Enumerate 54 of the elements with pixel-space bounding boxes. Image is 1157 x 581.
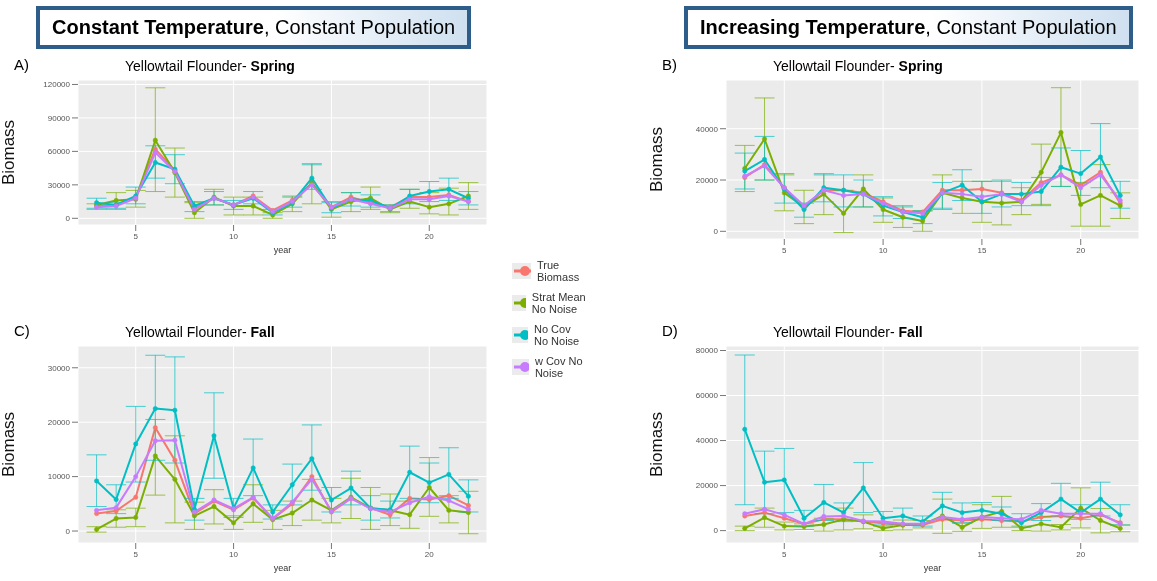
y-tick-label: 40000 <box>695 124 719 134</box>
text: Constant Temperature, Constant Population <box>36 6 472 49</box>
y-tick-label: 10000 <box>47 472 71 482</box>
text: Increasing Temperature, Constant Population <box>684 6 1133 49</box>
x-tick-label: 20 <box>424 231 435 241</box>
x-tick-label: 10 <box>229 231 239 241</box>
chart-title: Yellowtail Flounder- Spring <box>125 58 295 74</box>
legend-label: True Biomass <box>536 259 581 283</box>
y-tick-label: 0 <box>65 526 71 536</box>
x-tick-label: 20 <box>1076 549 1086 559</box>
text: C) <box>14 322 30 339</box>
legend-label: No Cov No Noise <box>533 323 581 347</box>
y-tick-label: 20000 <box>695 481 719 491</box>
text: B) <box>662 56 677 73</box>
y-tick-label: 30000 <box>47 180 71 190</box>
chart-title: Yellowtail Flounder- Fall <box>773 324 923 340</box>
legend-label: w Cov No Noise <box>534 355 584 379</box>
chart-title: Yellowtail Flounder- Spring <box>773 58 943 74</box>
y-tick-label: 20000 <box>47 418 71 428</box>
y-tick-label: 0 <box>713 227 719 237</box>
y-axis-title: Biomass <box>647 411 667 478</box>
x-tick-label: 10 <box>878 245 889 255</box>
y-tick-label: 120000 <box>43 80 71 90</box>
x-tick-label: 20 <box>1076 245 1086 255</box>
y-tick-label: 60000 <box>47 147 71 157</box>
x-tick-label: 10 <box>878 549 889 559</box>
x-axis-title: year <box>923 563 942 573</box>
x-tick-label: 15 <box>326 549 337 559</box>
y-tick-label: 20000 <box>695 175 719 185</box>
y-tick-label: 0 <box>65 214 71 224</box>
x-axis-title: year <box>273 563 292 573</box>
y-axis-title: Biomass <box>0 119 19 186</box>
y-tick-label: 60000 <box>695 391 719 401</box>
x-tick-label: 5 <box>133 231 139 241</box>
chart-title: Yellowtail Flounder- Fall <box>125 324 275 340</box>
x-tick-label: 15 <box>977 549 987 559</box>
y-axis-title: Biomass <box>647 126 667 193</box>
text: A) <box>14 56 29 73</box>
x-tick-label: 5 <box>782 549 788 559</box>
y-tick-label: 40000 <box>695 436 719 446</box>
x-tick-label: 10 <box>229 549 239 559</box>
x-tick-label: 20 <box>424 549 435 559</box>
x-axis-title: year <box>273 245 292 255</box>
y-tick-label: 90000 <box>47 113 71 123</box>
y-tick-label: 80000 <box>695 346 719 356</box>
x-tick-label: 5 <box>133 549 139 559</box>
y-tick-label: 0 <box>713 526 719 536</box>
y-axis-title: Biomass <box>0 411 19 478</box>
x-tick-label: 15 <box>977 245 987 255</box>
x-tick-label: 5 <box>782 245 788 255</box>
y-tick-label: 30000 <box>47 363 71 373</box>
x-tick-label: 15 <box>326 231 337 241</box>
text: D) <box>662 322 678 339</box>
legend-label: Strat Mean No Noise <box>531 291 587 315</box>
